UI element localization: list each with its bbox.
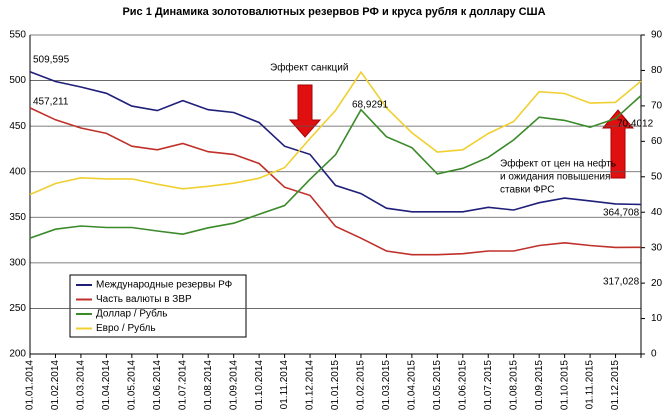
y2-tick-label: 0 [651, 349, 657, 360]
y2-tick-label: 30 [651, 242, 663, 253]
x-tick-label: 01.11.2015 [585, 360, 596, 410]
x-tick-label: 01.01.2015 [330, 360, 341, 410]
legend [69, 274, 247, 338]
x-tick-label: 01.10.2015 [559, 360, 570, 410]
legend-label: Часть валюты в ЗВР [96, 294, 192, 305]
x-tick-label: 01.12.2015 [610, 360, 621, 410]
x-tick-label: 01.06.2015 [457, 360, 468, 410]
y2-tick-label: 40 [651, 207, 663, 218]
y2-tick-label: 50 [651, 171, 663, 182]
annotation: Эффект санкций [270, 62, 348, 74]
y-tick-label: 250 [9, 303, 26, 314]
x-tick-label: 01.11.2014 [279, 360, 290, 410]
y-tick-label: 300 [9, 257, 26, 268]
arrow-down [288, 84, 322, 138]
x-tick-label: 01.02.2015 [356, 360, 367, 410]
y2-tick-label: 60 [651, 136, 663, 147]
x-tick-label: 01.05.2014 [126, 360, 137, 410]
arrow-up [601, 109, 635, 179]
x-tick-label: 01.06.2014 [152, 360, 163, 410]
x-tick-label: 01.12.2014 [305, 360, 316, 410]
data-label: 317,028 [603, 277, 640, 288]
data-label: 70,4012 [617, 119, 654, 130]
x-tick-label: 01.09.2015 [534, 360, 545, 410]
annotation: Эффект от цен на нефть [500, 158, 616, 170]
x-tick-label: 01.04.2014 [101, 360, 112, 410]
x-tick-label: 01.03.2014 [76, 360, 87, 410]
y-tick-label: 350 [9, 212, 26, 223]
x-tick-label: 01.08.2014 [203, 360, 214, 410]
x-tick-label: 01.05.2015 [432, 360, 443, 410]
series-line [29, 71, 642, 213]
y-tick-label: 400 [9, 166, 26, 177]
y-tick-label: 450 [9, 121, 26, 132]
y-tick-label: 550 [9, 30, 26, 41]
x-tick-label: 01.10.2014 [254, 360, 265, 410]
chart-title: Рис 1 Динамика золотовалютных резервов Р… [122, 6, 545, 18]
data-label: 457,211 [33, 97, 69, 108]
y2-tick-label: 70 [651, 101, 663, 112]
x-tick-label: 01.09.2014 [228, 360, 239, 410]
data-label: 364,708 [603, 208, 640, 219]
x-tick-label: 01.08.2015 [508, 360, 519, 410]
data-label: 509,595 [33, 55, 70, 66]
y2-tick-label: 80 [651, 65, 663, 76]
legend-label: Международные резервы РФ [96, 280, 233, 291]
annotation: и ожидания повышения [500, 172, 610, 183]
x-tick-label: 01.01.2014 [25, 360, 36, 410]
annotation: ставки ФРС [500, 185, 554, 196]
legend-label: Доллар / Рубль [96, 308, 167, 320]
y-tick-label: 500 [9, 75, 26, 86]
y2-tick-label: 10 [651, 313, 663, 324]
series-line [29, 70, 642, 196]
x-tick-label: 01.04.2015 [407, 360, 418, 410]
series-line [29, 107, 642, 256]
series-line [29, 95, 642, 239]
y2-tick-label: 90 [651, 30, 663, 41]
y2-tick-label: 20 [651, 278, 663, 289]
x-tick-label: 01.02.2014 [50, 360, 61, 410]
x-tick-label: 01.07.2015 [483, 360, 494, 410]
data-label: 68,9291 [352, 100, 389, 111]
y-tick-label: 200 [9, 349, 26, 360]
legend-label: Евро / Рубль [96, 322, 156, 334]
x-tick-label: 01.07.2014 [177, 360, 188, 410]
x-tick-label: 01.03.2015 [381, 360, 392, 410]
